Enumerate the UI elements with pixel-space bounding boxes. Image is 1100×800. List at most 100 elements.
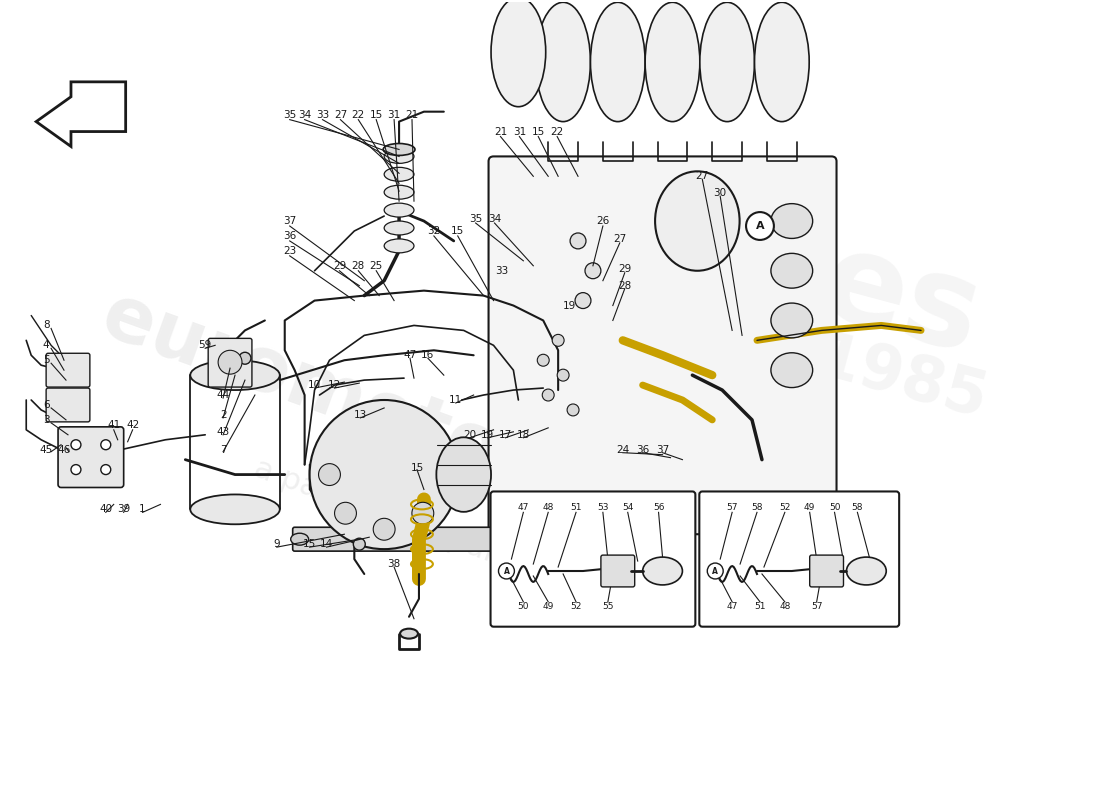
Ellipse shape bbox=[319, 464, 340, 486]
Text: A: A bbox=[713, 566, 718, 575]
Text: 49: 49 bbox=[804, 503, 815, 512]
Text: 25: 25 bbox=[370, 261, 383, 270]
Circle shape bbox=[585, 262, 601, 278]
Text: 39: 39 bbox=[117, 504, 130, 514]
Text: 29: 29 bbox=[618, 264, 631, 274]
Text: 12: 12 bbox=[328, 380, 341, 390]
Ellipse shape bbox=[384, 203, 414, 217]
Text: 20: 20 bbox=[463, 430, 476, 440]
Text: 51: 51 bbox=[755, 602, 766, 611]
Text: 47: 47 bbox=[726, 602, 738, 611]
Text: 1985: 1985 bbox=[810, 329, 993, 431]
Ellipse shape bbox=[771, 204, 813, 238]
Ellipse shape bbox=[373, 518, 395, 540]
Text: 47: 47 bbox=[518, 503, 529, 512]
Text: 46: 46 bbox=[57, 445, 70, 454]
Ellipse shape bbox=[384, 167, 414, 182]
Text: 3: 3 bbox=[43, 415, 50, 425]
FancyBboxPatch shape bbox=[293, 527, 536, 551]
Ellipse shape bbox=[384, 239, 414, 253]
Circle shape bbox=[101, 465, 111, 474]
Text: 31: 31 bbox=[387, 110, 400, 120]
Text: 6: 6 bbox=[43, 400, 50, 410]
Ellipse shape bbox=[309, 400, 459, 549]
Text: 24: 24 bbox=[616, 445, 629, 454]
Ellipse shape bbox=[771, 303, 813, 338]
Ellipse shape bbox=[384, 221, 414, 235]
Circle shape bbox=[552, 334, 564, 346]
Text: 27: 27 bbox=[333, 110, 346, 120]
Text: 19: 19 bbox=[481, 430, 494, 440]
Text: 44: 44 bbox=[217, 390, 230, 400]
Text: 15: 15 bbox=[410, 462, 424, 473]
Text: 28: 28 bbox=[352, 261, 365, 270]
Text: A: A bbox=[504, 566, 509, 575]
Circle shape bbox=[218, 350, 242, 374]
Text: 27: 27 bbox=[695, 171, 708, 182]
Circle shape bbox=[570, 233, 586, 249]
Ellipse shape bbox=[437, 438, 491, 512]
Ellipse shape bbox=[190, 494, 279, 524]
Text: 11: 11 bbox=[449, 395, 462, 405]
Text: 15: 15 bbox=[302, 539, 316, 549]
Ellipse shape bbox=[755, 2, 810, 122]
Text: 27: 27 bbox=[613, 234, 626, 244]
Text: 10: 10 bbox=[308, 380, 321, 390]
Circle shape bbox=[568, 404, 579, 416]
Text: 34: 34 bbox=[298, 110, 311, 120]
Text: euromotorparts: euromotorparts bbox=[91, 278, 757, 581]
Ellipse shape bbox=[536, 2, 591, 122]
Text: 15: 15 bbox=[370, 110, 383, 120]
Text: 22: 22 bbox=[352, 110, 365, 120]
Text: 54: 54 bbox=[623, 503, 634, 512]
Text: 13: 13 bbox=[354, 410, 367, 420]
Text: 43: 43 bbox=[217, 427, 230, 437]
Ellipse shape bbox=[771, 254, 813, 288]
Circle shape bbox=[353, 538, 365, 550]
Text: 57: 57 bbox=[811, 602, 823, 611]
FancyBboxPatch shape bbox=[46, 354, 90, 387]
Text: 21: 21 bbox=[494, 126, 507, 137]
Text: 40: 40 bbox=[99, 504, 112, 514]
Ellipse shape bbox=[656, 171, 739, 270]
Text: 55: 55 bbox=[602, 602, 614, 611]
Text: 56: 56 bbox=[652, 503, 664, 512]
Text: 36: 36 bbox=[636, 445, 649, 454]
Circle shape bbox=[542, 389, 554, 401]
Text: 57: 57 bbox=[726, 503, 738, 512]
Ellipse shape bbox=[771, 353, 813, 387]
Ellipse shape bbox=[642, 557, 682, 585]
Text: 33: 33 bbox=[495, 266, 508, 276]
Text: 31: 31 bbox=[513, 126, 526, 137]
Circle shape bbox=[101, 440, 111, 450]
Text: 48: 48 bbox=[542, 503, 554, 512]
Ellipse shape bbox=[847, 557, 887, 585]
Text: 4: 4 bbox=[43, 340, 50, 350]
Text: 17: 17 bbox=[498, 430, 513, 440]
Ellipse shape bbox=[645, 2, 700, 122]
Text: 30: 30 bbox=[714, 188, 727, 198]
Text: A: A bbox=[756, 221, 764, 231]
Text: 58: 58 bbox=[751, 503, 762, 512]
Text: 33: 33 bbox=[316, 110, 329, 120]
Text: 50: 50 bbox=[518, 602, 529, 611]
Text: 2: 2 bbox=[220, 410, 227, 420]
Circle shape bbox=[707, 563, 723, 579]
Ellipse shape bbox=[384, 186, 414, 199]
Text: 15: 15 bbox=[531, 126, 544, 137]
Text: a passion for parts.com: a passion for parts.com bbox=[250, 454, 597, 604]
Circle shape bbox=[537, 354, 549, 366]
Ellipse shape bbox=[491, 0, 546, 106]
Text: 42: 42 bbox=[126, 420, 140, 430]
Circle shape bbox=[72, 465, 81, 474]
FancyBboxPatch shape bbox=[58, 427, 123, 487]
Text: es: es bbox=[808, 222, 993, 380]
Text: 21: 21 bbox=[406, 110, 419, 120]
FancyBboxPatch shape bbox=[700, 491, 899, 626]
FancyBboxPatch shape bbox=[208, 338, 252, 387]
Circle shape bbox=[239, 352, 251, 364]
Text: 16: 16 bbox=[421, 350, 434, 360]
Text: 45: 45 bbox=[40, 445, 53, 454]
Text: 35: 35 bbox=[283, 110, 296, 120]
Text: 7: 7 bbox=[220, 445, 227, 454]
